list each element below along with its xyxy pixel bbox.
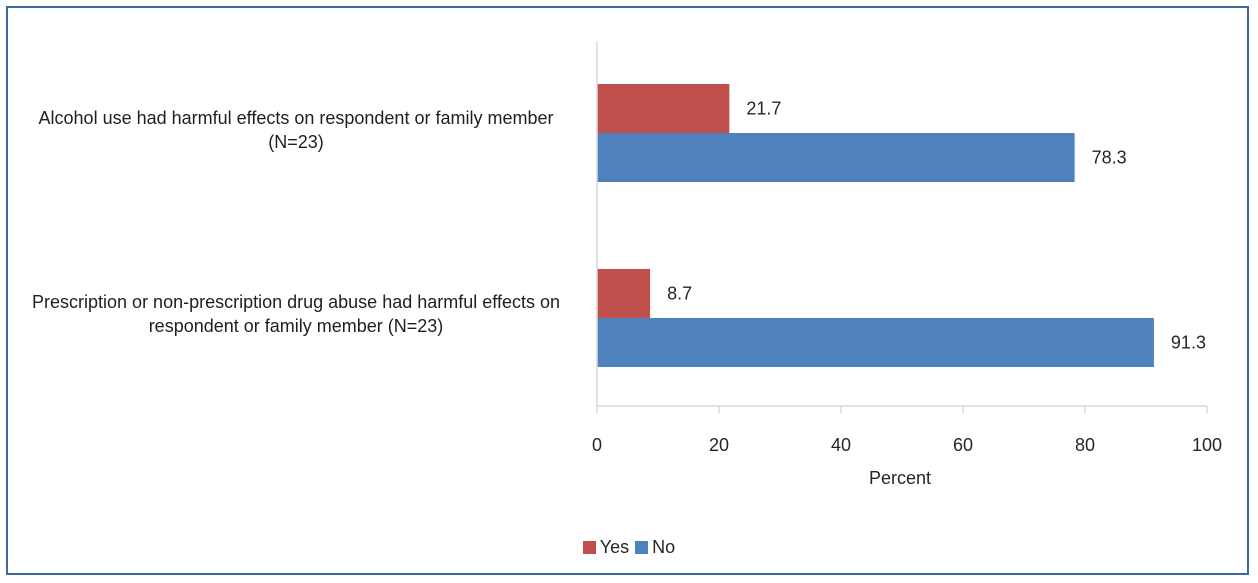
x-tick-label-80: 80 <box>1075 435 1095 455</box>
x-tick-label-0: 0 <box>592 435 602 455</box>
legend-item-yes: Yes <box>582 537 630 558</box>
x-tick-label-20: 20 <box>709 435 729 455</box>
data-label-no-1: 91.3 <box>1171 333 1206 353</box>
category-label-drug-abuse: Prescription or non-prescription drug ab… <box>32 292 560 336</box>
x-axis-title: Percent <box>868 468 932 488</box>
x-tick-label-40: 40 <box>831 435 851 455</box>
legend: Yes No <box>0 537 1258 558</box>
category-label-alcohol: Alcohol use had harmful effects on respo… <box>38 108 554 152</box>
legend-swatch-no <box>635 541 649 554</box>
legend-label-yes: Yes <box>599 537 630 557</box>
bar-yes-0 <box>597 84 730 133</box>
legend-label-no: No <box>652 537 676 557</box>
data-label-no-0: 78.3 <box>1092 148 1127 168</box>
bar-no-0 <box>597 133 1075 182</box>
bar-yes-1 <box>597 269 651 318</box>
legend-item-no: No <box>635 537 675 558</box>
bar-no-1 <box>597 318 1154 367</box>
data-label-yes-0: 21.7 <box>746 99 781 119</box>
data-label-yes-1: 8.7 <box>667 284 692 304</box>
legend-swatch-yes <box>582 541 596 554</box>
bars-layer: 21.7 8.7 78.3 91.3 <box>597 84 1206 367</box>
x-tick-label-60: 60 <box>953 435 973 455</box>
x-axis: 0 20 40 60 80 100 <box>592 41 1222 455</box>
x-tick-label-100: 100 <box>1192 435 1222 455</box>
